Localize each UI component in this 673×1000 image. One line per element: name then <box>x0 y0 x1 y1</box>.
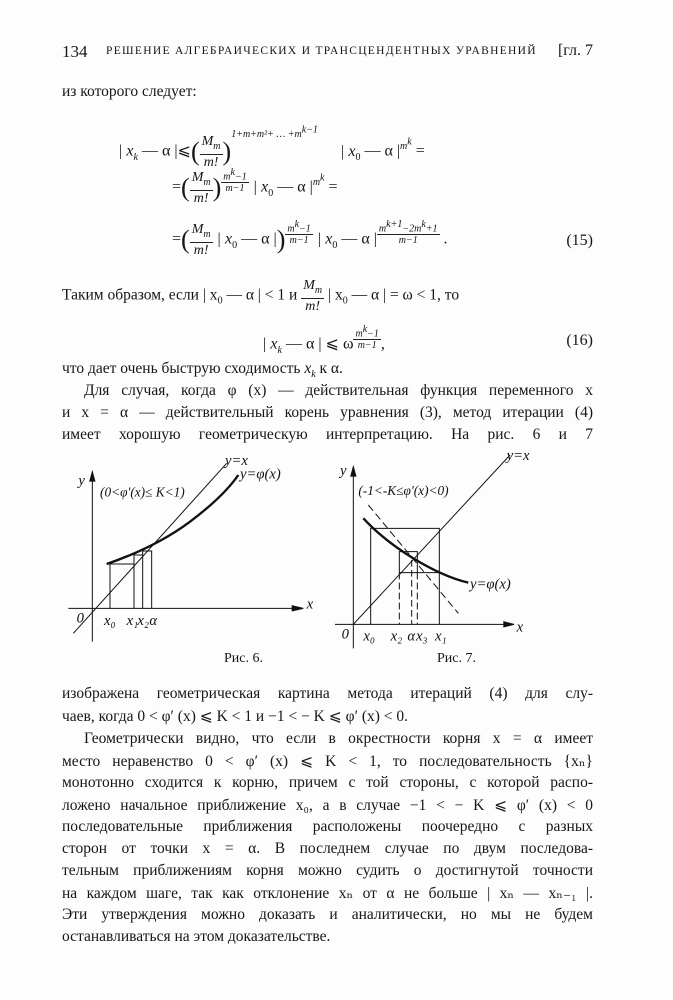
text-line: тельным приближениям корня можно судить … <box>62 862 593 879</box>
text-line: имеет хорошую геометрическую интерпретац… <box>62 426 593 443</box>
text-line: чаев, когда 0 < φ′ (x) ⩽ K < 1 и −1 < − … <box>62 708 409 725</box>
curve-phi <box>106 474 240 566</box>
text-line: Геометрически видно, что если в окрестно… <box>84 730 593 747</box>
figures: y x 0 y=x y=φ(x) (0<φ'(x)≤ K<1) x₀ x₁ x₂… <box>68 448 530 649</box>
equation-15-line-3: =(Mm m! | x0 — α |) mk−1 m−1 | x0 — α | mk+1… <box>172 218 448 258</box>
origin-label: 0 <box>77 611 85 627</box>
text-line: ложено начальное приближение x₀, а в слу… <box>62 797 593 814</box>
x-label: x <box>516 620 524 636</box>
condition-label: (0<φ'(x)≤ K<1) <box>100 485 185 500</box>
figure-7: y x 0 y=x y=φ(x) (-1<-K≤φ'(x)<0) x₀ x₂ α… <box>335 448 530 649</box>
text-line: последовательные приближения расположены… <box>62 818 593 835</box>
curve-label: y=φ(x) <box>468 576 511 592</box>
tick-label: x₂ <box>390 629 403 645</box>
text-line: изображена геометрическая картина метода… <box>62 685 593 702</box>
x-label: x <box>306 596 314 612</box>
text-line: монотонно сходится к корню, причем с той… <box>62 774 593 791</box>
text-line: место неравенство 0 < φ′ (x) ⩽ K < 1, то… <box>62 753 593 770</box>
tick-label: x₀ <box>103 613 116 629</box>
text-line: на каждом шаге, так как отклонение xₙ от… <box>62 885 593 902</box>
text-line: сторон от точки x = α. В последнем случа… <box>62 840 593 857</box>
text-line: останавливаться на этом доказательстве. <box>62 928 331 945</box>
text-line: Эти утверждения можно доказать и аналити… <box>62 906 593 923</box>
x-axis-arrow <box>503 621 515 628</box>
tick-label: x₃ <box>415 629 428 645</box>
line-label: y=x <box>505 448 530 464</box>
paragraph-convergence: что дает очень быструю сходимость xk к α… <box>62 360 343 381</box>
figure-6-caption: Рис. 6. <box>224 651 263 666</box>
equation-number-16: (16) <box>566 332 593 349</box>
paragraph-omega: Таким образом, если | x0 — α | < 1 и Mm m… <box>62 278 460 314</box>
running-header: 134 РЕШЕНИЕ АЛГЕБРАИЧЕСКИХ И ТРАНСЦЕНДЕН… <box>62 42 593 62</box>
figure-7-caption: Рис. 7. <box>437 651 476 666</box>
figure-6: y x 0 y=x y=φ(x) (0<φ'(x)≤ K<1) x₀ x₁ x₂… <box>68 453 314 642</box>
tick-label: x₁ <box>126 613 139 629</box>
equation-16: | xk — α | ⩽ ω mk−1 m−1, <box>262 324 385 356</box>
intro-line: из которого следует: <box>62 83 197 100</box>
chapter-ref: [гл. 7 <box>557 42 593 59</box>
page-number: 134 <box>62 42 88 61</box>
y-label: y <box>338 463 347 479</box>
equation-number-15: (15) <box>566 232 593 249</box>
running-title: РЕШЕНИЕ АЛГЕБРАИЧЕСКИХ И ТРАНСЦЕНДЕНТНЫХ… <box>106 45 537 57</box>
line-y-equals-x <box>352 454 511 625</box>
y-axis-arrow <box>350 464 357 477</box>
equation-15-line-1: | xk — α |⩽(Mm m!)1+m+m²+ … +mk−1 | x0 — … <box>118 124 425 170</box>
iteration-staircase <box>109 550 153 609</box>
text-line: и x = α — действительный корень уравнени… <box>62 404 593 421</box>
tick-label: α <box>149 613 157 629</box>
tick-label: x₂ <box>136 613 149 629</box>
x-axis-arrow <box>291 605 304 612</box>
y-label: y <box>76 473 85 489</box>
tick-label: x₀ <box>362 629 375 645</box>
origin-label: 0 <box>342 626 350 642</box>
tick-label: x₁ <box>434 629 447 645</box>
y-axis-arrow <box>89 469 96 482</box>
condition-label: (-1<-K≤φ'(x)<0) <box>358 483 449 498</box>
line-y-equals-x <box>72 462 228 634</box>
curve-phi <box>362 517 469 584</box>
curve-label: y=φ(x) <box>238 466 281 482</box>
tick-label: α <box>407 629 415 645</box>
text-line: Для случая, когда φ (x) — действительная… <box>84 382 593 399</box>
iteration-spiral <box>370 527 440 625</box>
equation-15-line-2: =(Mm m!) mk−1 m−1 | x0 — α |mk = <box>172 166 338 206</box>
line-label: y=x <box>223 453 248 469</box>
